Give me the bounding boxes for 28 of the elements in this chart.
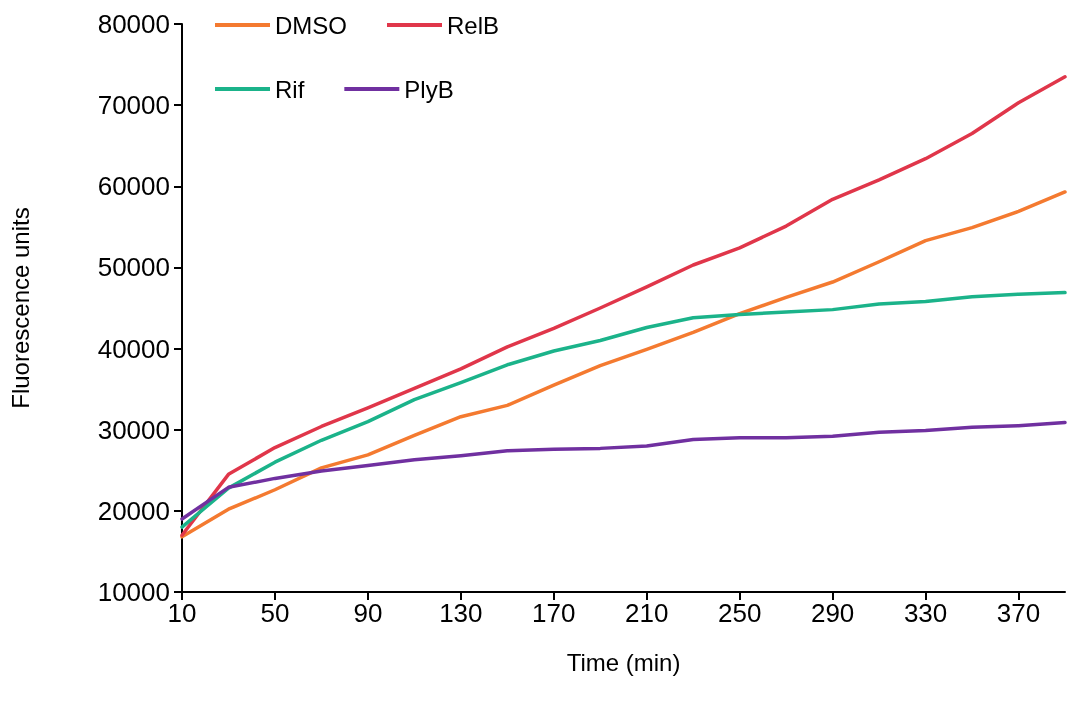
y-tick-label: 10000: [97, 577, 170, 607]
legend-label: DMSO: [275, 11, 347, 39]
line-series: [180, 74, 1067, 537]
y-tick-label: 70000: [97, 90, 170, 121]
x-tick-label: 90: [353, 598, 383, 628]
y-tick-label: 50000: [97, 252, 170, 283]
line-series: [180, 190, 1067, 539]
y-axis-title: Fluorescence units: [6, 207, 34, 409]
legend-label: RelB: [447, 11, 500, 39]
line-series: [180, 290, 1067, 529]
y-tick-label: 40000: [97, 333, 170, 364]
x-tick-label: 330: [903, 598, 948, 628]
x-tick-label: 130: [439, 598, 483, 628]
x-tick-label: 250: [717, 598, 762, 628]
y-tick-label: 30000: [97, 414, 170, 445]
legend-label: Rif: [275, 75, 305, 103]
legend-label: PlyB: [404, 75, 454, 103]
x-tick-label: 370: [996, 598, 1041, 628]
y-tick-label: 60000: [97, 171, 170, 202]
x-tick-label: 10: [167, 598, 197, 628]
y-tick-label: 80000: [97, 9, 170, 39]
x-axis-title: Time (min): [566, 648, 681, 676]
y-tick-label: 20000: [97, 495, 170, 526]
x-tick-label: 210: [625, 598, 669, 628]
x-tick-label: 170: [532, 598, 576, 628]
line-series: [180, 420, 1067, 521]
x-tick-label: 290: [810, 598, 855, 628]
x-tick-label: 50: [260, 598, 290, 628]
